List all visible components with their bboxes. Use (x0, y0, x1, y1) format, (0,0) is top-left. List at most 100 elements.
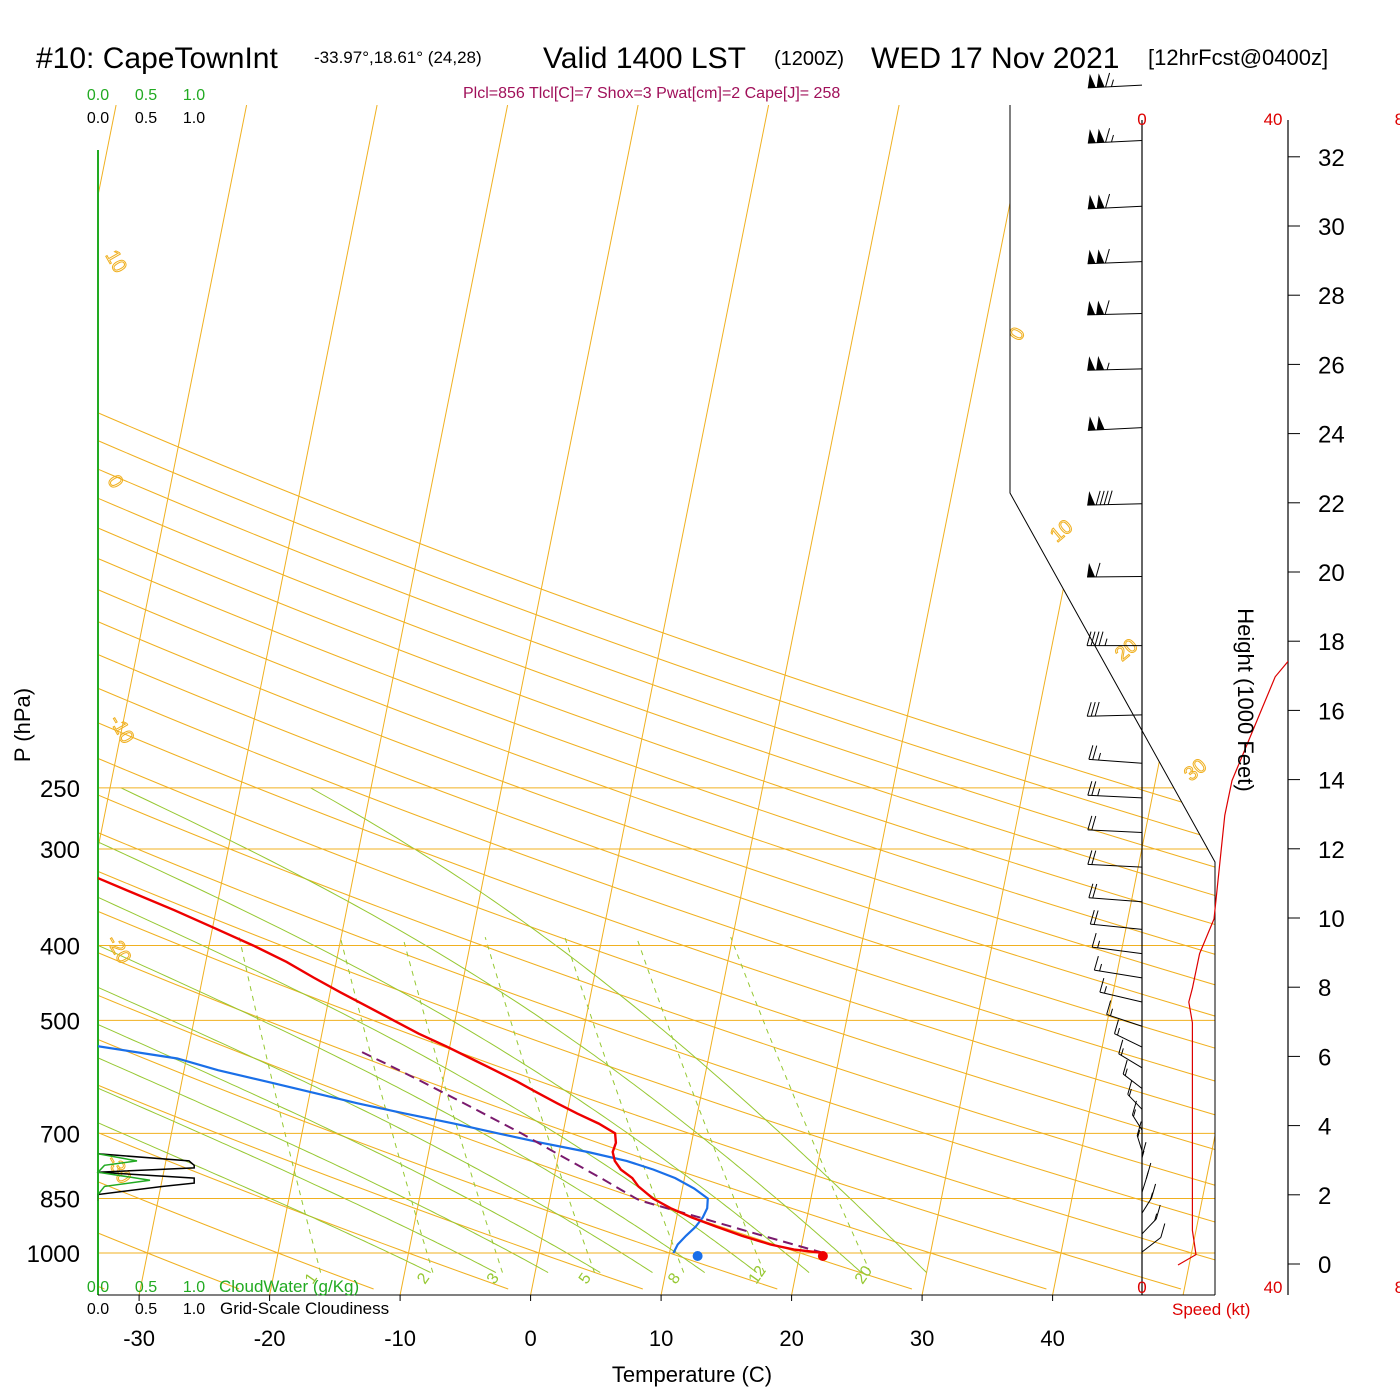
wind-barb-flag (1086, 702, 1092, 717)
speed-axis-title: Speed (kt) (1172, 1300, 1250, 1319)
wind-barb-half-flag (1124, 1068, 1128, 1076)
wind-panel (1086, 72, 1289, 1295)
x-tick-label: -10 (384, 1326, 416, 1351)
wind-barb-pennant (1087, 249, 1096, 264)
wind-barb-flag (1094, 631, 1100, 646)
chart-frame (98, 105, 1216, 1296)
wind-barb (1141, 1183, 1157, 1214)
wind-barb-flag (1089, 909, 1095, 925)
wind-barb (1089, 909, 1143, 930)
wind-barb-flag (1105, 72, 1111, 88)
wind-barb (1087, 72, 1143, 89)
wind-barb-half-flag (1110, 134, 1114, 143)
wind-barb (1087, 300, 1143, 316)
speed-tick-label-top: 0 (1137, 110, 1146, 129)
wind-barb-flag (1087, 815, 1093, 830)
wind-barb-flag (1092, 883, 1098, 899)
wind-barb-staff (1122, 1073, 1143, 1089)
speed-tick-label-bottom: 80 (1395, 1278, 1400, 1297)
frame-right-edge (1009, 105, 1216, 1295)
cloudiness-line (97, 1153, 195, 1201)
height-tick-label: 8 (1318, 975, 1331, 1002)
wind-barb (1141, 1142, 1147, 1172)
dry-adiabat-label: 10 (101, 247, 131, 277)
wind-barb-flag (1104, 300, 1110, 315)
cloudiness-tick-label-top: 0.5 (135, 110, 157, 127)
axes-labels: -30 -20 -10 0 10 20 30 402503004005007008501000… (27, 87, 1400, 1351)
temperature-line (98, 802, 824, 1255)
wind-barb-flag (1122, 1059, 1128, 1075)
cloudiness-tick-label-bottom: 0.5 (135, 1301, 157, 1318)
moist-adiabat-line (98, 787, 431, 1274)
wind-barb-flag (1127, 1080, 1133, 1095)
wind-barb-pennant (1087, 356, 1096, 371)
wind-barb (1087, 193, 1143, 210)
wind-barb (1099, 978, 1143, 1003)
speed-tick-label-top: 80 (1395, 110, 1400, 129)
height-tick-label: 0 (1318, 1252, 1331, 1279)
wind-barb-flag (1087, 781, 1093, 796)
wind-barb-staff (1114, 1033, 1143, 1048)
wind-barb-pennant (1096, 300, 1105, 315)
wind-barb (1141, 1162, 1152, 1193)
height-tick-label: 14 (1318, 768, 1345, 795)
station-coords: -33.97°,18.61° (24,28) (314, 48, 482, 67)
wind-barb-pennant (1096, 128, 1105, 143)
wind-barb-half-flag (1103, 986, 1107, 994)
wind-barb (1087, 415, 1143, 431)
wind-barb-pennant (1087, 73, 1096, 88)
wind-barb (1087, 128, 1143, 144)
wind-barb (1087, 355, 1143, 371)
wind-barb-flag (1099, 978, 1105, 993)
pressure-tick-label: 400 (40, 934, 80, 961)
pressure-tick-label: 500 (40, 1008, 80, 1035)
wind-barb-staff (1088, 758, 1143, 764)
wind-barb-staff (1141, 1237, 1162, 1253)
wind-barb-flag (1091, 932, 1097, 948)
dry-adiabat-line (98, 105, 1047, 1290)
cloudiness-tick-label-top: 0.0 (87, 110, 109, 127)
wind-barb-flag (1086, 631, 1092, 646)
x-tick-label: -30 (123, 1326, 155, 1351)
dry-adiabat-line (98, 105, 643, 1290)
wind-barb (1118, 1039, 1143, 1069)
moist-adiabat-line (98, 787, 497, 1274)
wind-barb-staff (1136, 1135, 1143, 1151)
dry-adiabat-line (98, 105, 1215, 1290)
wind-barb (1091, 932, 1143, 955)
mixing-ratio-line (730, 936, 871, 1273)
isotherm-line (660, 105, 900, 1295)
wind-speed-line (1177, 660, 1288, 1266)
mixing-ratio-label: 20 (852, 1263, 876, 1287)
wind-barb-flag (1155, 1204, 1161, 1220)
dry-adiabat-line (98, 105, 1215, 1290)
wind-barb-half-flag (1120, 1048, 1124, 1056)
isotherm-line (791, 105, 1031, 1295)
valid-time: Valid 1400 LST (543, 42, 746, 75)
wind-barb-flag (1088, 883, 1094, 898)
wind-barb-staff (1087, 829, 1143, 833)
wind-barb-flag (1104, 248, 1110, 264)
wind-barb-staff (1087, 313, 1143, 316)
zulu-time: (1200Z) (774, 48, 844, 70)
wind-barb-flag (1088, 745, 1094, 760)
height-tick-label: 24 (1318, 422, 1345, 449)
wind-barb-flag (1107, 490, 1113, 505)
wind-barb-flag (1098, 631, 1104, 646)
wind-barb-staff (1087, 427, 1143, 431)
moist-adiabat-line (98, 787, 758, 1273)
dry-adiabat-line (98, 105, 1215, 1290)
height-tick-label: 4 (1318, 1114, 1331, 1141)
wind-barb-staff (1088, 897, 1143, 903)
dry-adiabat-label: 20 (1111, 635, 1142, 666)
wind-barb (1136, 1121, 1143, 1151)
dewpoint-line (98, 803, 709, 1254)
wind-barb-flag (1118, 1039, 1124, 1054)
wind-barb-staff (1141, 1176, 1148, 1193)
wind-barb-staff (1087, 794, 1143, 799)
wind-barb-staff (1087, 84, 1143, 89)
height-tick-label: 18 (1318, 629, 1345, 656)
wind-barb (1087, 562, 1143, 578)
wind-barb-pennant (1087, 300, 1096, 315)
wind-barb-staff (1090, 923, 1143, 930)
